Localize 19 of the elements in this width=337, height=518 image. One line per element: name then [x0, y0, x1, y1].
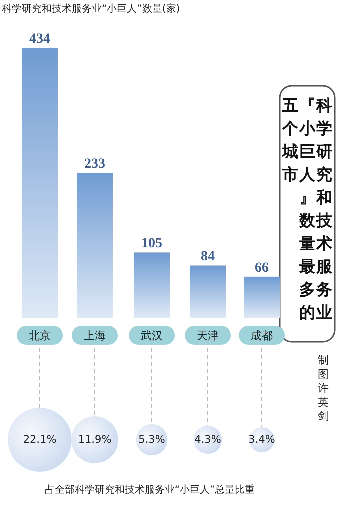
text: 占全部科学研究和技术服务业“小巨人”总量比重 [44, 484, 256, 496]
data-label: 84 [201, 250, 215, 265]
data-label: 105 [142, 236, 162, 252]
chart-subtitle: 科学研究和技术服务业“小巨人”数量(家) [2, 3, 180, 15]
x-tick-label: 天津 [197, 330, 219, 342]
x-tick-label: 成都 [251, 330, 273, 342]
data-label: 233 [84, 157, 106, 172]
x-tick-label: 北京 [29, 330, 51, 342]
x-tick-label: 上海 [84, 330, 106, 342]
x-tick-label: 武汉 [141, 330, 163, 342]
text: 制图许英剑 [318, 354, 330, 424]
data-label: 434 [30, 32, 50, 47]
data-label: 22.1% [23, 434, 57, 446]
data-label: 4.3% [194, 434, 222, 446]
data-label: 66 [255, 260, 269, 276]
data-label: 5.3% [138, 434, 166, 446]
chart-title: 科学研究和技术服务业『小巨人』数量最多的五个城市 [282, 96, 332, 322]
data-label: 11.9% [78, 434, 112, 446]
data-label: 3.4% [248, 434, 276, 446]
